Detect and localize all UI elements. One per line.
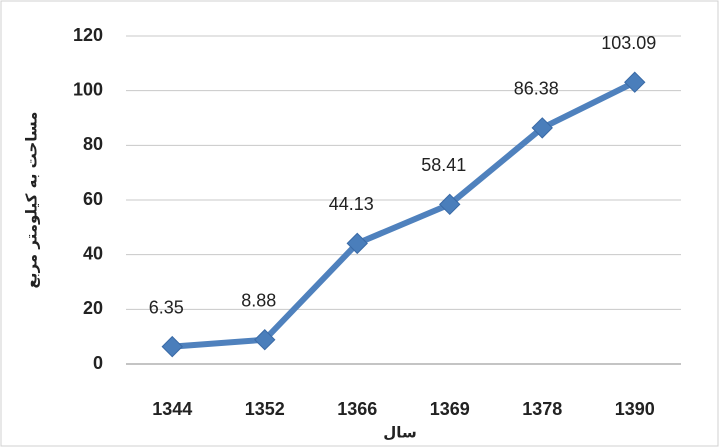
data-point: [439, 193, 461, 216]
data-label: 86.38: [514, 79, 559, 99]
data-label: 44.13: [329, 194, 374, 214]
y-tick-label: 120: [73, 25, 103, 45]
x-axis-title: سال: [383, 424, 416, 442]
data-label: 58.41: [421, 155, 466, 175]
data-point: [624, 71, 646, 93]
data-label: 6.35: [149, 297, 184, 317]
y-tick-label: 0: [93, 353, 103, 373]
y-tick-label: 100: [73, 79, 103, 99]
data-point: [346, 232, 368, 255]
x-tick-label: 1390: [615, 399, 655, 419]
data-point: [161, 335, 183, 358]
x-tick-label: 1378: [522, 399, 562, 419]
data-label: 103.09: [601, 33, 656, 53]
x-tick-label: 1366: [337, 399, 377, 419]
data-label: 8.88: [241, 290, 276, 310]
y-tick-label: 80: [83, 134, 103, 154]
y-tick-label: 40: [83, 243, 103, 263]
y-axis-title: مساحت به کیلومتر مربع: [23, 112, 41, 289]
x-tick-label: 1344: [152, 399, 192, 419]
y-tick-label: 60: [83, 189, 103, 209]
data-point: [531, 117, 553, 139]
x-tick-label: 1352: [245, 399, 285, 419]
x-tick-label: 1369: [430, 399, 470, 419]
y-tick-label: 20: [83, 298, 103, 318]
data-point: [254, 329, 276, 351]
data-line: [172, 79, 637, 350]
